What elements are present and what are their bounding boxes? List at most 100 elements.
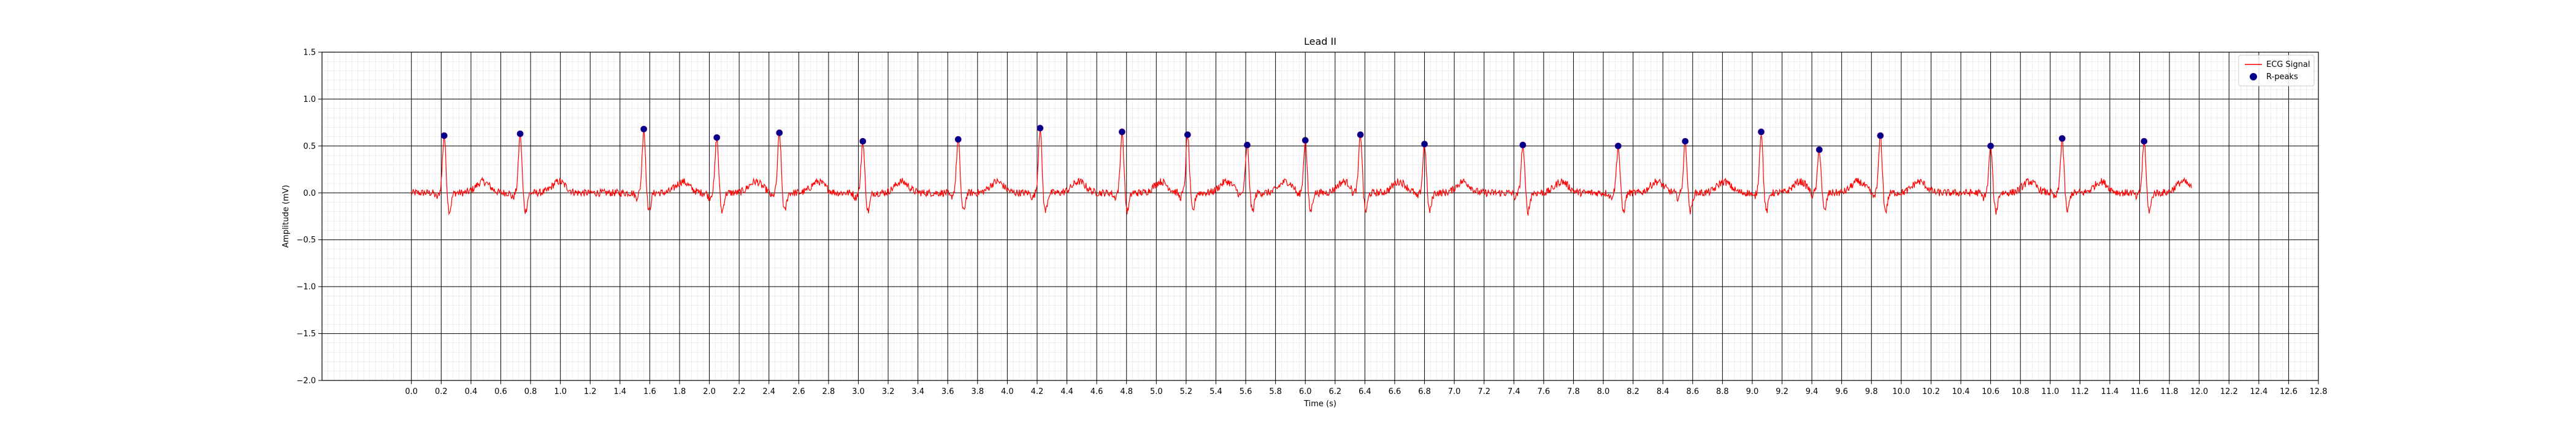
r-peak-marker: [1758, 128, 1765, 136]
r-peak-marker: [776, 129, 783, 136]
x-tick-label: 8.2: [1627, 387, 1639, 396]
x-tick-label: 7.0: [1448, 387, 1461, 396]
x-axis-label: Time (s): [1303, 399, 1336, 409]
r-peak-marker: [1184, 131, 1191, 138]
r-peak-marker: [1519, 141, 1527, 148]
r-peak-marker: [2058, 135, 2066, 142]
x-tick-label: 4.2: [1031, 387, 1044, 396]
x-tick-label: 10.4: [1952, 387, 1970, 396]
plot-frame: [321, 52, 2319, 381]
r-peak-marker: [1987, 142, 1994, 150]
x-tick-label: 2.6: [792, 387, 805, 396]
y-tick-label: 0.5: [303, 142, 316, 151]
r-peak-marker: [1244, 141, 1251, 148]
legend: ECG Signal R-peaks: [2238, 55, 2315, 87]
x-tick-label: 11.0: [2041, 387, 2059, 396]
y-tick-label: −0.5: [296, 236, 316, 245]
r-peak-marker: [640, 125, 648, 133]
chart-title: Lead II: [1304, 36, 1336, 47]
x-tick-label: 3.4: [911, 387, 924, 396]
x-tick-label: 9.8: [1865, 387, 1878, 396]
x-tick-label: 3.8: [971, 387, 984, 396]
legend-rpeak-label: R-peaks: [2266, 72, 2298, 82]
x-tick-label: 3.6: [941, 387, 954, 396]
x-tick-label: 0.2: [435, 387, 448, 396]
x-tick-label: 0.0: [405, 387, 418, 396]
x-tick-label: 12.4: [2250, 387, 2267, 396]
r-peak-marker: [954, 136, 962, 143]
r-peak-marker: [440, 132, 448, 139]
x-tick-label: 7.4: [1508, 387, 1520, 396]
x-tick-label: 5.8: [1269, 387, 1282, 396]
r-peak-marker: [516, 130, 524, 137]
x-tick-label: 5.2: [1180, 387, 1193, 396]
x-tick-label: 12.6: [2280, 387, 2298, 396]
x-tick-label: 11.2: [2071, 387, 2089, 396]
x-tick-label: 5.6: [1240, 387, 1252, 396]
x-tick-label: 11.4: [2101, 387, 2118, 396]
x-tick-label: 6.2: [1328, 387, 1341, 396]
x-tick-label: 2.0: [703, 387, 716, 396]
x-tick-label: 2.8: [822, 387, 835, 396]
minor-grid: [321, 52, 2319, 381]
legend-ecg-label: ECG Signal: [2266, 60, 2310, 69]
x-tick-label: 0.6: [494, 387, 507, 396]
x-tick-label: 0.8: [524, 387, 537, 396]
x-tick-label: 9.0: [1746, 387, 1759, 396]
x-tick-label: 3.0: [852, 387, 865, 396]
x-tick-label: 1.4: [613, 387, 626, 396]
y-tick-label: −2.0: [296, 377, 316, 386]
x-tick-label: 11.6: [2131, 387, 2149, 396]
x-tick-label: 1.8: [673, 387, 686, 396]
x-tick-label: 12.8: [2310, 387, 2328, 396]
y-tick-label: 1.5: [303, 48, 316, 58]
x-tick-label: 10.8: [2012, 387, 2030, 396]
y-tick-label: −1.0: [296, 283, 316, 292]
x-tick-label: 12.2: [2220, 387, 2238, 396]
x-tick-label: 1.2: [584, 387, 597, 396]
x-tick-label: 4.6: [1091, 387, 1103, 396]
y-tick-label: 1.0: [303, 95, 316, 104]
tick-layer: 0.0 0.2 0.4 0.6 0.8 1.0 1.2 1.4 1.6 1.8 2.0 2.2 2.4 2…: [296, 48, 2327, 397]
major-grid: [322, 52, 2319, 381]
legend-rpeak-swatch: [2250, 73, 2257, 80]
x-tick-label: 1.6: [643, 387, 656, 396]
r-peak-marker: [1119, 128, 1125, 136]
series-layer: [411, 125, 2192, 217]
x-tick-label: 4.4: [1060, 387, 1073, 396]
x-tick-label: 6.8: [1418, 387, 1431, 396]
legend-box: [2238, 55, 2315, 87]
x-tick-label: 9.4: [1806, 387, 1819, 396]
x-tick-label: 0.4: [465, 387, 478, 396]
x-tick-label: 9.6: [1835, 387, 1848, 396]
r-peak-marker: [1037, 125, 1044, 132]
r-peak-marker: [2141, 137, 2148, 145]
x-tick-label: 5.0: [1150, 387, 1163, 396]
x-tick-label: 1.0: [554, 387, 567, 396]
x-tick-label: 5.4: [1209, 387, 1222, 396]
x-tick-label: 7.8: [1567, 387, 1580, 396]
y-tick-label: 0.0: [303, 189, 316, 198]
r-peak-marker: [1815, 146, 1823, 153]
r-peak-marker: [713, 134, 721, 141]
x-tick-label: 6.6: [1389, 387, 1401, 396]
x-tick-label: 10.6: [1982, 387, 1999, 396]
y-tick-label: −1.5: [296, 330, 316, 339]
x-tick-label: 8.8: [1716, 387, 1729, 396]
x-tick-label: 8.0: [1597, 387, 1610, 396]
x-tick-label: 8.6: [1686, 387, 1699, 396]
r-peak-marker: [1682, 137, 1689, 145]
r-peak-marker: [1421, 141, 1428, 148]
y-axis-label: Amplitude (mV): [282, 185, 291, 247]
x-tick-label: 6.0: [1299, 387, 1312, 396]
r-peak-marker: [1301, 137, 1309, 144]
x-tick-label: 4.0: [1001, 387, 1014, 396]
r-peak-marker: [1877, 132, 1884, 139]
x-tick-label: 3.2: [882, 387, 895, 396]
r-peak-marker: [1357, 131, 1364, 138]
x-tick-label: 9.2: [1776, 387, 1788, 396]
r-peak-marker: [859, 137, 867, 145]
x-tick-label: 10.0: [1892, 387, 1910, 396]
